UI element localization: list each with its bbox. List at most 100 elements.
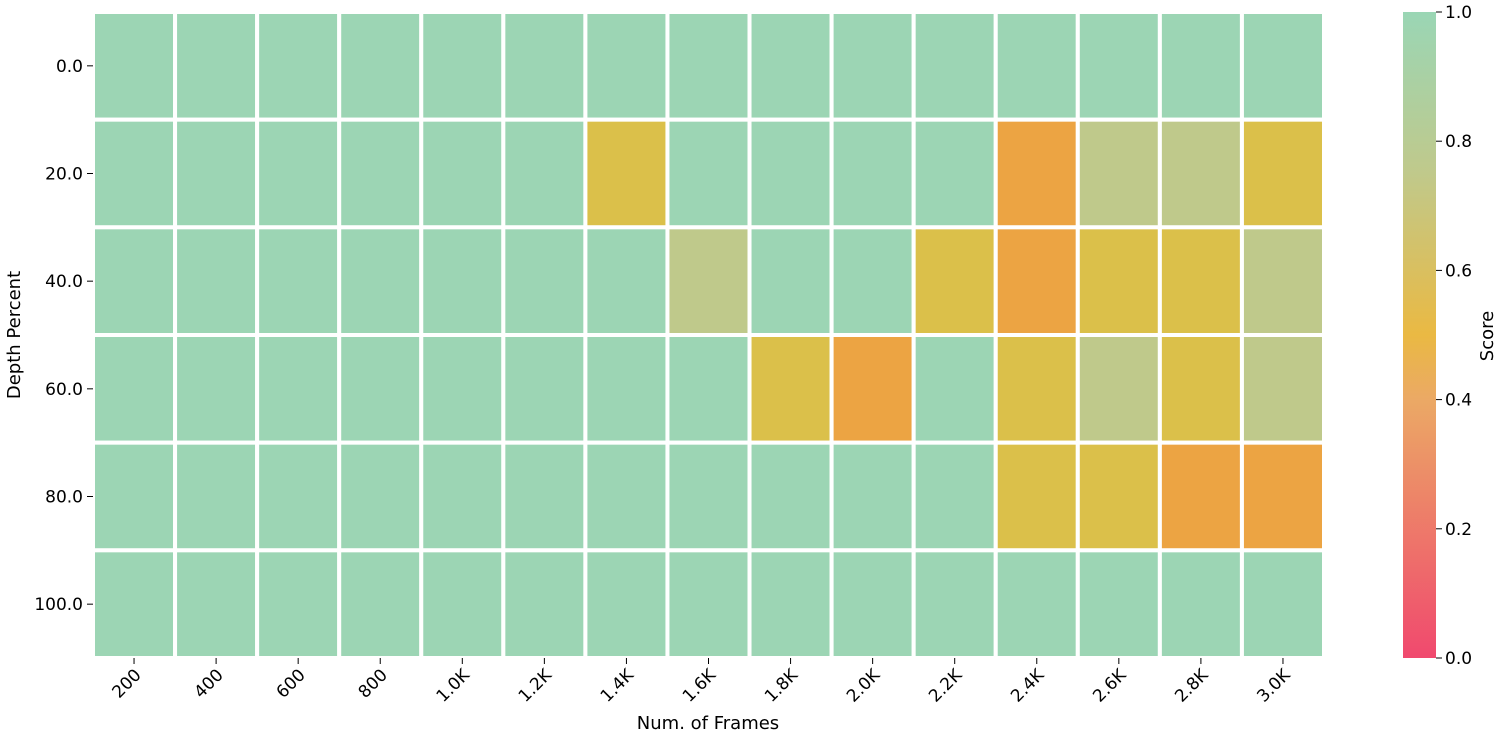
- x-tick-label: 1.8K: [761, 665, 803, 707]
- heatmap-cell: [337, 225, 424, 337]
- y-axis-ticks: 0.0 20.0 40.0 60.0 80.0 100.0: [34, 57, 93, 615]
- heatmap-cell: [173, 333, 260, 445]
- heatmap-cell: [91, 225, 178, 337]
- y-tick-label: 40.0: [45, 272, 83, 292]
- heatmap-cell: [1075, 333, 1162, 445]
- heatmap-cell: [255, 117, 342, 230]
- heatmap-cell: [255, 333, 342, 445]
- heatmap-cell: [419, 440, 506, 553]
- colorbar: 0.0 0.2 0.4 0.6 0.8 1.0 Score: [1403, 3, 1498, 669]
- x-tick-label: 2.8K: [1171, 665, 1213, 707]
- heatmap-cell: [583, 117, 670, 230]
- heatmap-cell: [91, 117, 178, 230]
- heatmap-cell: [911, 10, 998, 122]
- heatmap-cell: [1157, 10, 1244, 122]
- heatmap-cell: [255, 225, 342, 337]
- heatmap-cell: [419, 333, 506, 445]
- y-tick-label: 20.0: [45, 165, 83, 185]
- heatmap-cell: [91, 10, 178, 122]
- x-axis-ticks: 200 400 600 800 1.0K 1.2K 1.4K 1.6K 1.8K 2.0K 2.2K…: [108, 658, 1295, 707]
- x-tick-label: 2.2K: [925, 665, 967, 707]
- heatmap-cell: [911, 333, 998, 445]
- heatmap-cell: [1075, 10, 1162, 122]
- heatmap-cell: [583, 333, 670, 445]
- colorbar-tick-label: 0.8: [1445, 132, 1472, 152]
- colorbar-tick-label: 0.2: [1445, 520, 1472, 540]
- heatmap-cell: [91, 548, 178, 660]
- heatmap-cell: [583, 10, 670, 122]
- heatmap-cell: [173, 440, 260, 553]
- heatmap-cell: [91, 333, 178, 445]
- heatmap-cell: [501, 225, 588, 337]
- heatmap-cell: [501, 117, 588, 230]
- heatmap-cell: [665, 440, 752, 553]
- heatmap-cell: [419, 117, 506, 230]
- heatmap-cell: [829, 440, 916, 553]
- heatmap-cell: [1239, 117, 1327, 230]
- heatmap-cell: [173, 548, 260, 660]
- heatmap-cell: [1239, 333, 1327, 445]
- heatmap-cell: [747, 10, 834, 122]
- x-tick-label: 1.0K: [433, 665, 475, 707]
- heatmap-cell: [1157, 333, 1244, 445]
- x-tick-label: 400: [191, 665, 228, 702]
- heatmap-cell: [993, 10, 1080, 122]
- colorbar-label: Score: [1477, 311, 1498, 361]
- heatmap-cell: [911, 117, 998, 230]
- heatmap-cell: [419, 10, 506, 122]
- heatmap-cell: [665, 10, 752, 122]
- heatmap-cell: [993, 225, 1080, 337]
- heatmap-cell: [419, 225, 506, 337]
- heatmap-cell: [1157, 225, 1244, 337]
- x-tick-label: 1.2K: [515, 665, 557, 707]
- heatmap-cell: [1239, 440, 1327, 553]
- heatmap-cell: [1239, 10, 1327, 122]
- heatmap-cell: [665, 225, 752, 337]
- heatmap-cell: [1157, 548, 1244, 660]
- heatmap-cell: [337, 117, 424, 230]
- heatmap-cell: [747, 548, 834, 660]
- heatmap-cells: [91, 10, 1327, 660]
- y-tick-label: 100.0: [34, 595, 83, 615]
- x-tick-label: 2.0K: [843, 665, 885, 707]
- x-axis-label: Num. of Frames: [637, 713, 779, 734]
- heatmap-cell: [419, 548, 506, 660]
- heatmap-cell: [583, 440, 670, 553]
- y-axis-label: Depth Percent: [4, 271, 25, 399]
- heatmap-cell: [911, 440, 998, 553]
- x-tick-label: 2.4K: [1007, 665, 1049, 707]
- heatmap-cell: [173, 10, 260, 122]
- heatmap-cell: [501, 440, 588, 553]
- x-tick-label: 3.0K: [1253, 665, 1295, 707]
- heatmap-cell: [993, 440, 1080, 553]
- heatmap-cell: [1075, 225, 1162, 337]
- heatmap-cell: [665, 117, 752, 230]
- y-tick-label: 80.0: [45, 488, 83, 508]
- heatmap-cell: [255, 440, 342, 553]
- heatmap-cell: [911, 548, 998, 660]
- heatmap-cell: [1157, 440, 1244, 553]
- heatmap-cell: [91, 440, 178, 553]
- heatmap-cell: [1075, 117, 1162, 230]
- heatmap-cell: [993, 548, 1080, 660]
- y-tick-label: 60.0: [45, 380, 83, 400]
- heatmap-cell: [1157, 117, 1244, 230]
- y-tick-label: 0.0: [56, 57, 83, 77]
- heatmap-cell: [665, 333, 752, 445]
- heatmap-cell: [993, 333, 1080, 445]
- heatmap-cell: [173, 225, 260, 337]
- heatmap-cell: [829, 117, 916, 230]
- heatmap-cell: [255, 10, 342, 122]
- heatmap-cell: [1075, 548, 1162, 660]
- x-tick-label: 1.4K: [597, 665, 639, 707]
- colorbar-ticks: 0.0 0.2 0.4 0.6 0.8 1.0: [1436, 3, 1472, 669]
- x-tick-label: 2.6K: [1089, 665, 1131, 707]
- x-tick-label: 200: [108, 665, 145, 702]
- heatmap-cell: [173, 117, 260, 230]
- heatmap-cell: [1239, 225, 1327, 337]
- colorbar-tick-label: 0.6: [1445, 261, 1472, 281]
- x-tick-label: 800: [355, 665, 392, 702]
- heatmap-cell: [747, 117, 834, 230]
- heatmap-cell: [829, 548, 916, 660]
